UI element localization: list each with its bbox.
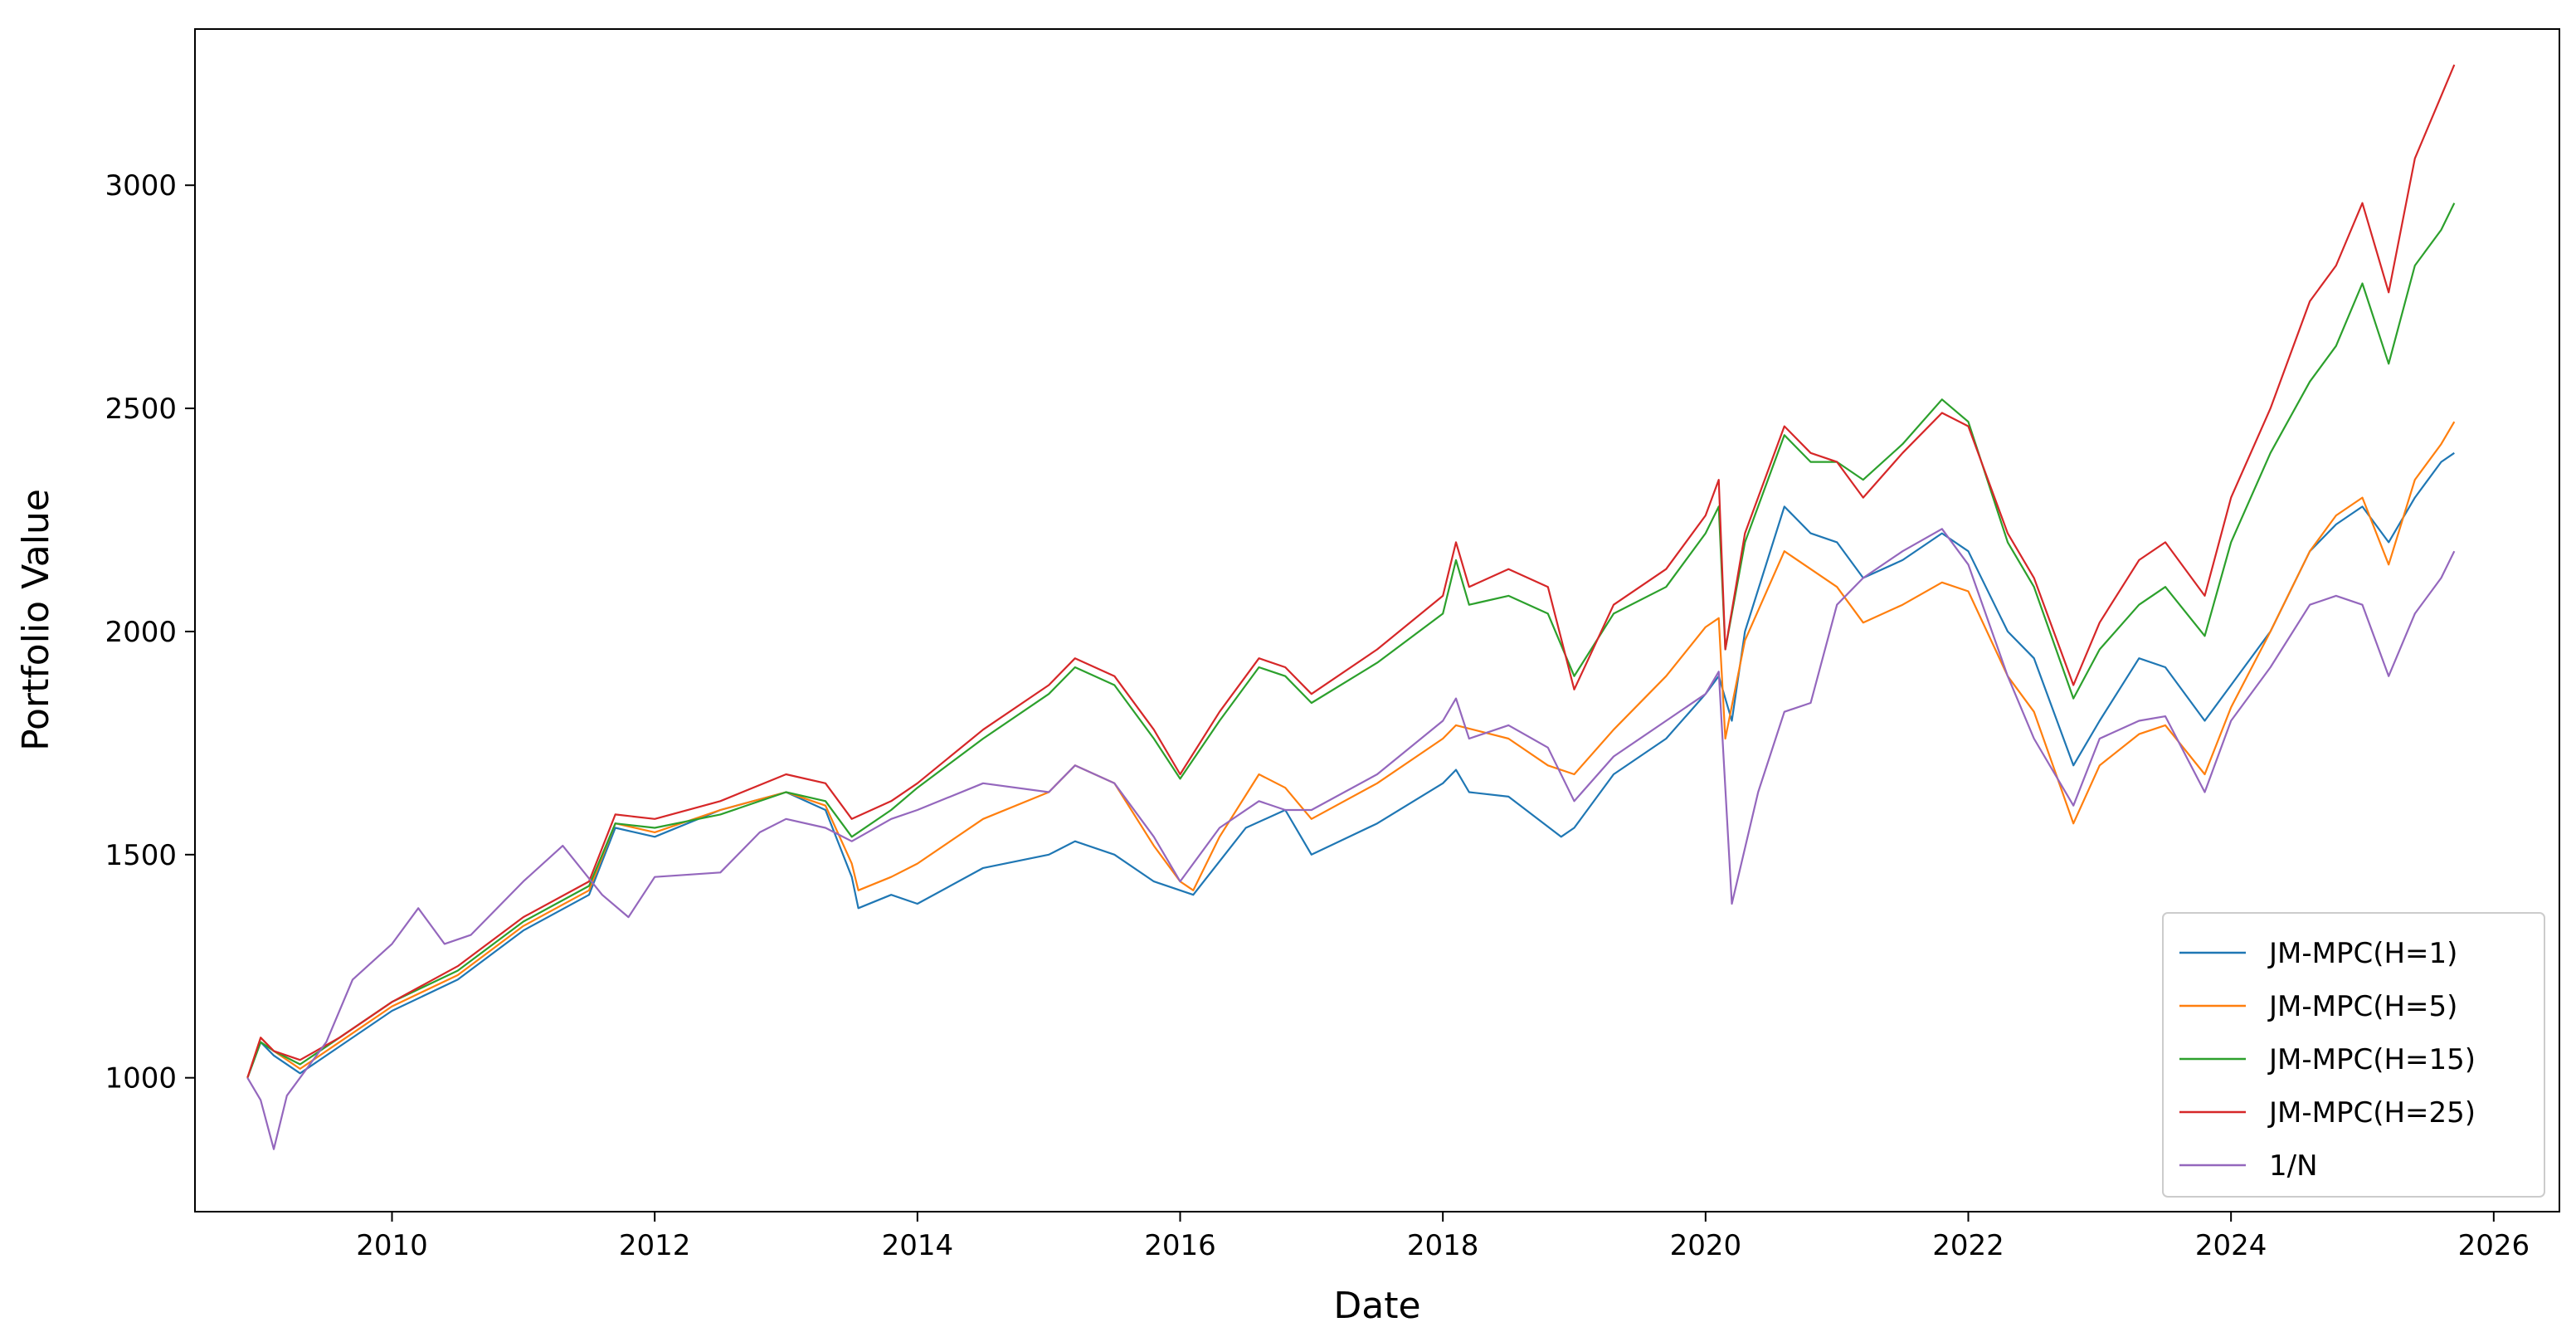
- series-layer: [246, 64, 2456, 1150]
- legend-label: JM-MPC(H=1): [2267, 937, 2457, 970]
- legend: JM-MPC(H=1) JM-MPC(H=5) JM-MPC(H=15) JM-MPC…: [2162, 912, 2545, 1198]
- x-axis: 2010 2012 2014 2016 2018 2020 2022 2024 2026: [356, 1212, 2530, 1262]
- x-tick-label: 2016: [1144, 1229, 1216, 1262]
- series-line-4: [246, 528, 2456, 1150]
- y-tick-label: 2500: [105, 393, 177, 426]
- plot-frame: [194, 28, 2560, 1212]
- x-axis-title: Date: [1333, 1285, 1420, 1327]
- x-tick-label: 2010: [356, 1229, 428, 1262]
- legend-label: JM-MPC(H=5): [2267, 990, 2457, 1023]
- x-tick-label: 2014: [882, 1229, 954, 1262]
- legend-label: 1/N: [2269, 1149, 2318, 1183]
- series-line-2: [246, 202, 2456, 1079]
- legend-label: JM-MPC(H=25): [2267, 1096, 2476, 1130]
- y-tick-label: 1500: [105, 839, 177, 872]
- y-axis-title: Portfolio Value: [15, 489, 57, 751]
- legend-label: JM-MPC(H=15): [2267, 1043, 2476, 1076]
- series-line-3: [246, 64, 2456, 1079]
- y-tick-label: 3000: [105, 169, 177, 202]
- y-tick-label: 2000: [105, 616, 177, 649]
- legend-box: [2162, 912, 2545, 1198]
- x-tick-label: 2012: [619, 1229, 691, 1262]
- y-axis: 1000 1500 2000 2500 3000: [105, 169, 195, 1095]
- x-tick-label: 2018: [1407, 1229, 1479, 1262]
- x-tick-label: 2026: [2458, 1229, 2530, 1262]
- x-tick-label: 2020: [1670, 1229, 1742, 1262]
- x-tick-label: 2022: [1932, 1229, 2004, 1262]
- x-tick-label: 2024: [2195, 1229, 2267, 1262]
- y-tick-label: 1000: [105, 1062, 177, 1095]
- series-line-0: [246, 451, 2455, 1079]
